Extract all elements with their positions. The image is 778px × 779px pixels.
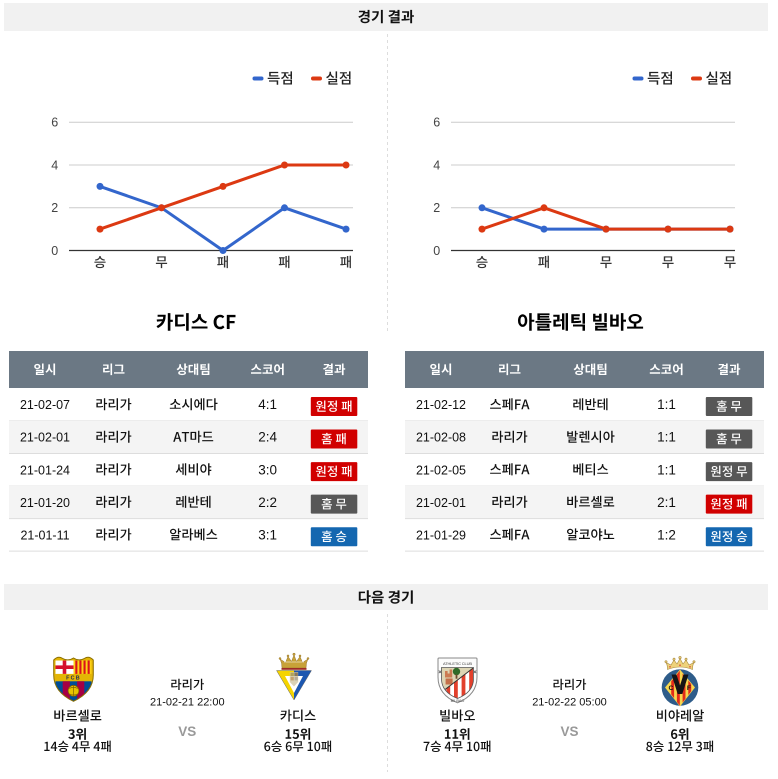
- svg-text:ATHLETIC CLUB: ATHLETIC CLUB: [443, 661, 472, 666]
- svg-text:BILBAO: BILBAO: [451, 699, 465, 703]
- svg-text:1:1: 1:1: [657, 397, 676, 412]
- svg-text:4: 4: [433, 158, 440, 172]
- svg-text:C: C: [669, 685, 674, 692]
- svg-text:21-02-01: 21-02-01: [416, 496, 466, 510]
- svg-text:1:1: 1:1: [657, 462, 676, 477]
- svg-text:F: F: [687, 685, 691, 692]
- svg-text:21-01-29: 21-01-29: [416, 528, 466, 542]
- svg-text:6: 6: [51, 116, 58, 130]
- svg-text:4:1: 4:1: [258, 397, 277, 412]
- svg-text:1:1: 1:1: [657, 430, 676, 445]
- svg-text:21-01-20: 21-01-20: [20, 496, 70, 510]
- svg-text:21-02-12: 21-02-12: [416, 398, 466, 412]
- svg-text:21-01-11: 21-01-11: [20, 528, 69, 542]
- svg-text:4: 4: [51, 158, 58, 172]
- svg-text:VS: VS: [178, 724, 196, 739]
- svg-text:2:1: 2:1: [657, 495, 676, 510]
- svg-text:21-02-08: 21-02-08: [416, 431, 466, 445]
- svg-text:2: 2: [51, 201, 58, 215]
- svg-text:6: 6: [433, 116, 440, 130]
- svg-text:VS: VS: [560, 724, 578, 739]
- svg-text:21-02-01: 21-02-01: [20, 431, 70, 445]
- svg-text:0: 0: [51, 244, 58, 258]
- svg-text:2:4: 2:4: [258, 430, 277, 445]
- svg-text:3:1: 3:1: [258, 527, 277, 542]
- svg-text:2:2: 2:2: [258, 495, 277, 510]
- svg-text:1:2: 1:2: [657, 527, 676, 542]
- svg-text:21-02-07: 21-02-07: [20, 398, 70, 412]
- svg-text:3:0: 3:0: [258, 462, 277, 477]
- svg-text:0: 0: [433, 244, 440, 258]
- svg-text:21-01-24: 21-01-24: [20, 463, 70, 477]
- svg-text:2: 2: [433, 201, 440, 215]
- svg-text:21-02-22 05:00: 21-02-22 05:00: [532, 697, 607, 709]
- svg-text:FCB: FCB: [66, 676, 81, 682]
- svg-text:21-02-21 22:00: 21-02-21 22:00: [150, 697, 225, 709]
- svg-text:21-02-05: 21-02-05: [416, 463, 466, 477]
